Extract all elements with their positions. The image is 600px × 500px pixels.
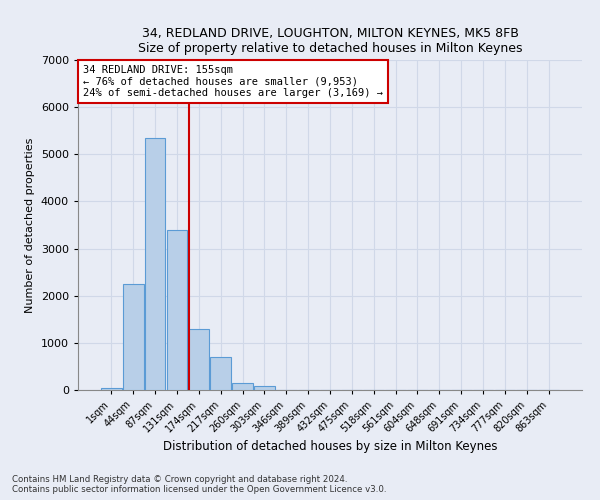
Title: 34, REDLAND DRIVE, LOUGHTON, MILTON KEYNES, MK5 8FB
Size of property relative to: 34, REDLAND DRIVE, LOUGHTON, MILTON KEYN… (138, 26, 522, 54)
Bar (123, 284, 143, 390)
Text: Contains public sector information licensed under the Open Government Licence v3: Contains public sector information licen… (12, 486, 386, 494)
Y-axis label: Number of detached properties: Number of detached properties (25, 138, 35, 312)
Bar (145, 138, 166, 390)
Bar (232, 383, 253, 390)
X-axis label: Distribution of detached houses by size in Milton Keynes: Distribution of detached houses by size … (163, 440, 497, 452)
Text: Contains HM Land Registry data © Crown copyright and database right 2024.: Contains HM Land Registry data © Crown c… (12, 476, 347, 484)
Bar (254, 386, 275, 390)
Bar (101, 388, 122, 390)
Bar (210, 357, 231, 390)
Text: 34 REDLAND DRIVE: 155sqm
← 76% of detached houses are smaller (9,953)
24% of sem: 34 REDLAND DRIVE: 155sqm ← 76% of detach… (83, 65, 383, 98)
Bar (167, 230, 187, 390)
Bar (188, 328, 209, 390)
